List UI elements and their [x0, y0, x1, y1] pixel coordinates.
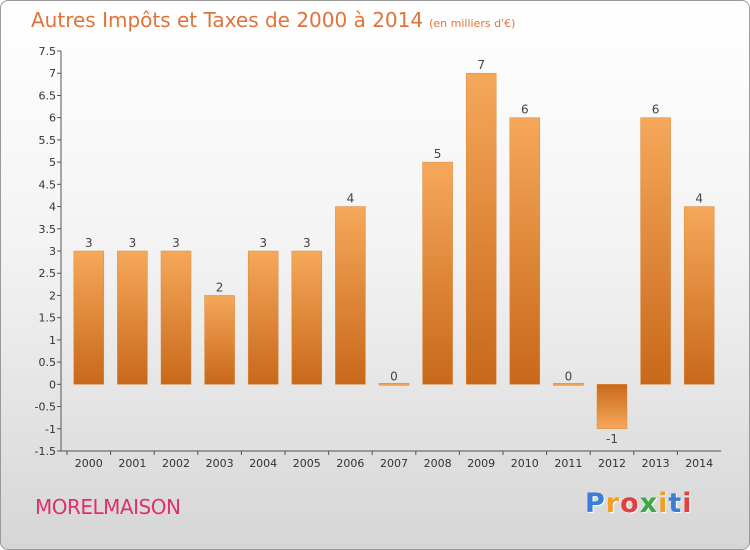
data-label: 6 [652, 103, 660, 117]
x-tick-label: 2002 [162, 457, 190, 470]
title-unit: (en milliers d'€) [429, 17, 516, 30]
bar[interactable] [204, 295, 235, 385]
bar[interactable] [247, 250, 279, 385]
y-tick-label: 4 [49, 201, 56, 214]
y-tick-label: 2.5 [39, 267, 57, 280]
proxiti-logo[interactable]: Proxiti [585, 488, 693, 519]
x-tick-label: 2013 [642, 457, 670, 470]
bar[interactable] [117, 250, 148, 385]
logo-letter: x [639, 488, 659, 519]
data-label: 3 [259, 236, 267, 250]
y-tick-label: 5.5 [39, 134, 57, 147]
bar[interactable] [640, 117, 671, 385]
bar[interactable] [553, 383, 584, 386]
bar[interactable] [335, 206, 366, 385]
data-label: 3 [129, 236, 137, 250]
y-tick-label: 5 [49, 156, 56, 169]
y-tick-label: -1 [45, 423, 56, 436]
data-label: 3 [172, 236, 180, 250]
bar[interactable] [683, 206, 715, 385]
bar[interactable] [291, 250, 323, 385]
data-label: 6 [521, 103, 529, 117]
data-label: 4 [347, 192, 355, 206]
y-tick-label: -1.5 [35, 445, 56, 458]
x-tick-label: 2006 [336, 457, 364, 470]
bars [73, 72, 715, 430]
value-labels: 3 3 3 2 3 3 4 0 5 7 6 0 -1 6 4 [85, 58, 703, 446]
data-label: 0 [565, 369, 573, 383]
bar[interactable] [422, 161, 453, 385]
bar[interactable] [596, 384, 628, 430]
x-tick-label: 2000 [75, 457, 103, 470]
data-label: 5 [434, 147, 442, 161]
y-tick-label: 6 [49, 112, 56, 125]
y-tick-label: 6.5 [39, 89, 57, 102]
bar[interactable] [465, 72, 497, 385]
y-tick-label: 1 [49, 334, 56, 347]
y-tick-label: -0.5 [35, 401, 56, 414]
x-tick-label: 2011 [554, 457, 582, 470]
logo-letter: i [658, 488, 669, 519]
x-tick-label: 2012 [598, 457, 626, 470]
data-label: 4 [695, 192, 703, 206]
y-tick-label: 1.5 [39, 312, 57, 325]
y-tick-label: 0 [49, 378, 56, 391]
x-tick-label: 2009 [467, 457, 495, 470]
data-label: 3 [303, 236, 311, 250]
axes: 7.5 7 6.5 6 5.5 5 4.5 4 3.5 3 2.5 2 1.5 1 0.5 0 -0.5 -1 -1… [35, 45, 721, 470]
y-tick-label: 0.5 [39, 356, 57, 369]
y-tick-label: 3.5 [39, 223, 57, 236]
y-tick-label: 3 [49, 245, 56, 258]
x-tick-label: 2007 [380, 457, 408, 470]
bar[interactable] [378, 383, 410, 386]
title-text: Autres Impôts et Taxes de 2000 à 2014 [31, 8, 424, 32]
x-tick-label: 2004 [249, 457, 277, 470]
bar[interactable] [73, 250, 105, 385]
y-tick-label: 4.5 [39, 178, 57, 191]
x-tick-label: 2005 [293, 457, 321, 470]
bar[interactable] [509, 117, 541, 385]
y-tick-label: 2 [49, 289, 56, 302]
x-tick-label: 2001 [118, 457, 146, 470]
bar[interactable] [160, 250, 192, 385]
data-label: 7 [477, 58, 485, 72]
x-tick-label: 2008 [424, 457, 452, 470]
data-label: 3 [85, 236, 93, 250]
x-tick-label: 2003 [206, 457, 234, 470]
logo-letter: P [585, 488, 606, 519]
data-label: -1 [606, 432, 618, 446]
logo-letter: i [682, 488, 693, 519]
y-tick-label: 7 [49, 67, 56, 80]
y-tick-label: 7.5 [39, 45, 57, 58]
commune-name: MORELMAISON [35, 495, 181, 519]
logo-letter: o [620, 488, 640, 519]
chart-title: Autres Impôts et Taxes de 2000 à 2014 (en… [31, 8, 515, 32]
data-label: 0 [390, 369, 398, 383]
logo-letter: r [605, 488, 621, 519]
data-label: 2 [216, 280, 224, 294]
x-tick-label: 2010 [511, 457, 539, 470]
logo-letter: t [668, 488, 683, 519]
x-tick-label: 2014 [685, 457, 713, 470]
